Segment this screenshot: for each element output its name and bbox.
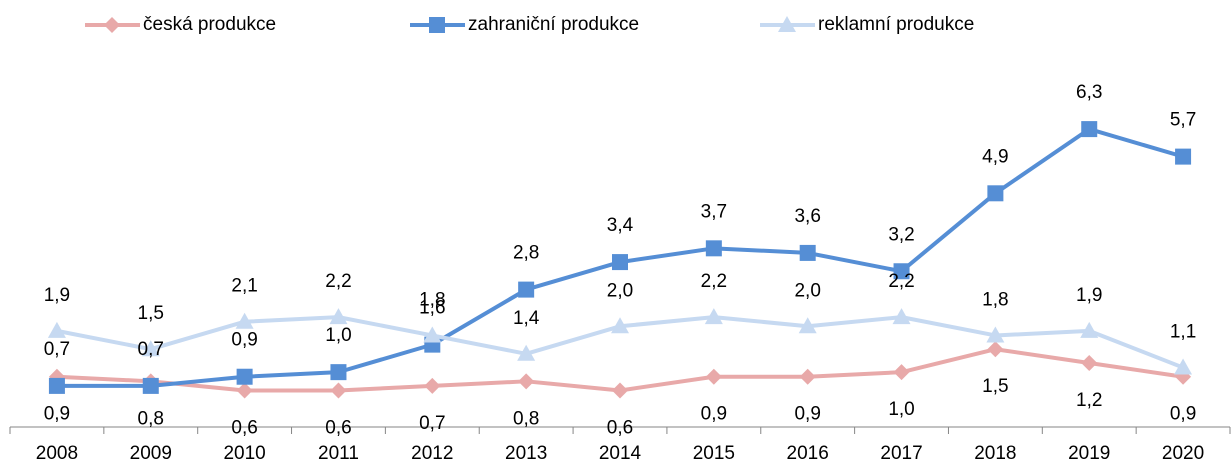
marker xyxy=(893,364,910,381)
data-label: 0,6 xyxy=(325,418,351,439)
data-label: 1,0 xyxy=(888,399,914,420)
marker xyxy=(892,308,911,325)
marker xyxy=(986,326,1005,343)
x-tick-label: 2011 xyxy=(318,443,359,464)
data-label: 0,9 xyxy=(794,404,820,425)
x-tick-label: 2010 xyxy=(223,443,265,464)
marker xyxy=(330,382,347,399)
data-label: 0,9 xyxy=(701,404,727,425)
data-label: 1,6 xyxy=(419,298,445,319)
data-label: 3,4 xyxy=(607,215,634,236)
data-label: 5,7 xyxy=(1170,110,1196,131)
legend-label: reklamní produkce xyxy=(818,14,974,35)
data-label: 0,7 xyxy=(419,413,445,434)
marker xyxy=(1174,358,1193,375)
marker xyxy=(236,382,253,399)
marker xyxy=(235,312,254,329)
data-label: 0,6 xyxy=(607,418,633,439)
legend-label: zahraniční produkce xyxy=(468,14,639,35)
data-label: 2,2 xyxy=(325,271,351,292)
data-label: 1,9 xyxy=(44,285,70,306)
x-tick-label: 2018 xyxy=(974,443,1016,464)
data-label: 0,8 xyxy=(513,408,539,429)
data-label: 4,9 xyxy=(982,146,1008,167)
marker xyxy=(704,308,723,325)
marker xyxy=(798,317,817,334)
marker xyxy=(612,382,628,399)
marker xyxy=(987,341,1004,358)
x-tick-label: 2012 xyxy=(411,443,453,464)
marker xyxy=(329,308,348,325)
x-tick-label: 2008 xyxy=(36,443,78,464)
marker xyxy=(142,377,159,394)
marker xyxy=(424,377,441,394)
x-tick-label: 2014 xyxy=(599,443,642,464)
marker xyxy=(705,368,722,385)
data-label: 1,8 xyxy=(982,289,1008,310)
data-label: 1,4 xyxy=(513,308,540,329)
marker xyxy=(429,17,445,33)
marker xyxy=(47,321,66,338)
marker xyxy=(987,185,1004,202)
data-label: 0,9 xyxy=(1170,404,1196,425)
marker xyxy=(104,17,120,33)
marker xyxy=(1081,354,1098,371)
data-label: 3,6 xyxy=(794,206,820,227)
data-label: 1,1 xyxy=(1170,322,1196,343)
data-label: 3,2 xyxy=(888,224,914,245)
data-label: 1,0 xyxy=(325,325,351,346)
x-tick-label: 2016 xyxy=(787,443,829,464)
marker xyxy=(778,16,796,32)
marker xyxy=(799,368,816,385)
marker xyxy=(518,373,535,390)
data-label: 0,9 xyxy=(44,404,70,425)
data-label: 2,1 xyxy=(231,276,257,297)
data-label: 2,2 xyxy=(701,271,727,292)
data-label: 0,9 xyxy=(231,330,257,351)
x-tick-label: 2017 xyxy=(880,443,922,464)
marker xyxy=(141,340,160,357)
x-tick-label: 2020 xyxy=(1162,443,1204,464)
data-label: 1,2 xyxy=(1076,390,1102,411)
marker xyxy=(48,377,65,394)
data-label: 1,8 xyxy=(419,289,445,310)
x-tick-label: 2009 xyxy=(130,443,172,464)
marker xyxy=(1080,321,1099,338)
marker xyxy=(799,244,816,261)
marker xyxy=(612,254,628,271)
data-label: 2,2 xyxy=(888,271,914,292)
x-tick-label: 2019 xyxy=(1068,443,1110,464)
x-tick-label: 2013 xyxy=(505,443,547,464)
marker xyxy=(1175,148,1192,165)
data-label: 6,3 xyxy=(1076,82,1102,103)
data-label: 2,8 xyxy=(513,243,539,264)
legend-label: česká produkce xyxy=(143,14,276,35)
marker xyxy=(705,240,722,257)
marker xyxy=(893,263,910,280)
data-label: 0,8 xyxy=(138,408,164,429)
data-label: 1,5 xyxy=(138,303,164,324)
data-label: 3,7 xyxy=(701,201,727,222)
marker xyxy=(1081,121,1098,138)
data-label: 2,0 xyxy=(607,280,633,301)
data-label: 1,9 xyxy=(1076,285,1102,306)
data-label: 0,6 xyxy=(231,418,257,439)
data-label: 2,0 xyxy=(794,280,820,301)
marker xyxy=(330,364,347,381)
marker xyxy=(611,317,629,334)
marker xyxy=(236,368,253,385)
data-label: 1,5 xyxy=(982,376,1008,397)
marker xyxy=(423,326,442,343)
marker xyxy=(517,344,536,361)
marker xyxy=(518,281,535,298)
data-label: 0,7 xyxy=(44,339,70,360)
data-label: 0,7 xyxy=(138,339,164,360)
x-tick-label: 2015 xyxy=(693,443,735,464)
